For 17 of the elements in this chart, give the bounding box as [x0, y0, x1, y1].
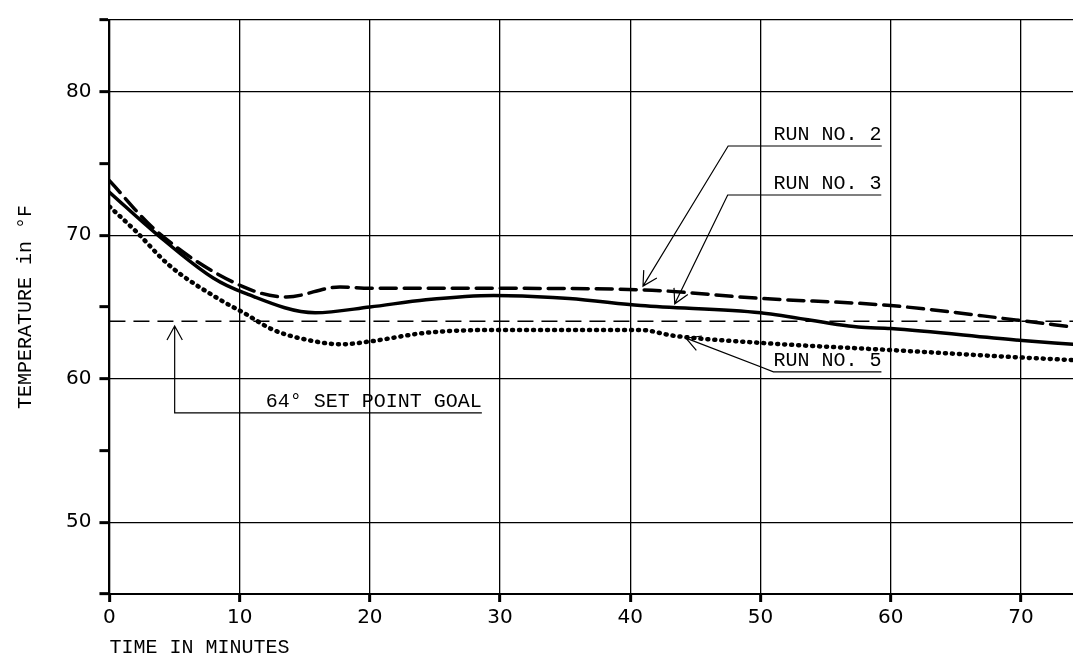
- series-label: RUN NO. 5: [773, 348, 882, 372]
- x-tick-label: 60: [877, 604, 904, 629]
- x-tick-label: 10: [226, 604, 253, 629]
- x-tick-label: 50: [747, 604, 774, 629]
- y-tick-label: 50: [66, 508, 92, 533]
- x-tick-label: 70: [1008, 604, 1034, 629]
- x-axis-title: TIME IN MINUTES: [109, 636, 290, 660]
- y-tick-label: 60: [66, 364, 92, 389]
- text: RUN NO. 2: [773, 123, 882, 147]
- x-tick-label: 40: [617, 604, 644, 629]
- text: RUN NO. 3: [773, 172, 882, 196]
- y-axis-title: TEMPERATURE in °F: [14, 204, 38, 410]
- x-tick-label: 30: [487, 604, 513, 629]
- y-tick-label: 80: [66, 77, 92, 102]
- y-tick-label: 70: [66, 221, 92, 246]
- x-tick-label: 0: [103, 604, 116, 629]
- x-tick-label: 20: [357, 604, 383, 629]
